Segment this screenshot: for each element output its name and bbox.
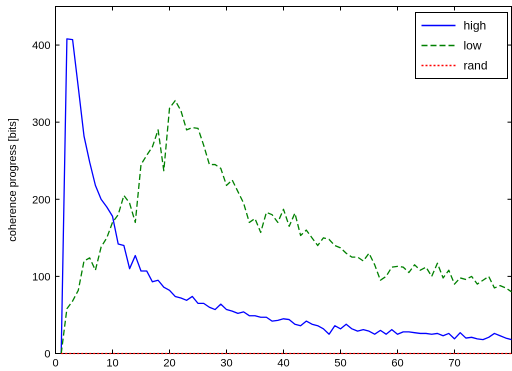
x-tick-label: 70	[448, 358, 460, 370]
legend: high low rand	[415, 12, 508, 79]
series-lines	[60, 38, 512, 355]
y-tick-label: 0	[44, 349, 50, 361]
y-tick-label: 100	[32, 271, 50, 283]
y-tick-label: 200	[32, 194, 50, 206]
x-tick-label: 60	[391, 358, 403, 370]
x-tick-label: 40	[277, 358, 289, 370]
y-tick-label: 300	[32, 117, 50, 129]
ticks: 0 10 20 30 40 50 60 70 0 100 200 300 400	[32, 6, 512, 370]
legend-label-high: high	[464, 19, 487, 33]
x-tick-label: 20	[163, 358, 175, 370]
x-tick-label: 10	[106, 358, 118, 370]
legend-box	[415, 12, 508, 79]
x-tick-label: 30	[220, 358, 232, 370]
y-tick-label: 400	[32, 40, 50, 52]
y-axis-label: coherence progress [bits]	[7, 118, 19, 242]
legend-label-rand: rand	[464, 59, 488, 73]
legend-label-low: low	[464, 39, 482, 53]
series-line-high	[60, 38, 512, 354]
series-line-low	[60, 99, 512, 354]
x-tick-label: 50	[334, 358, 346, 370]
x-tick-label: 0	[52, 358, 58, 370]
